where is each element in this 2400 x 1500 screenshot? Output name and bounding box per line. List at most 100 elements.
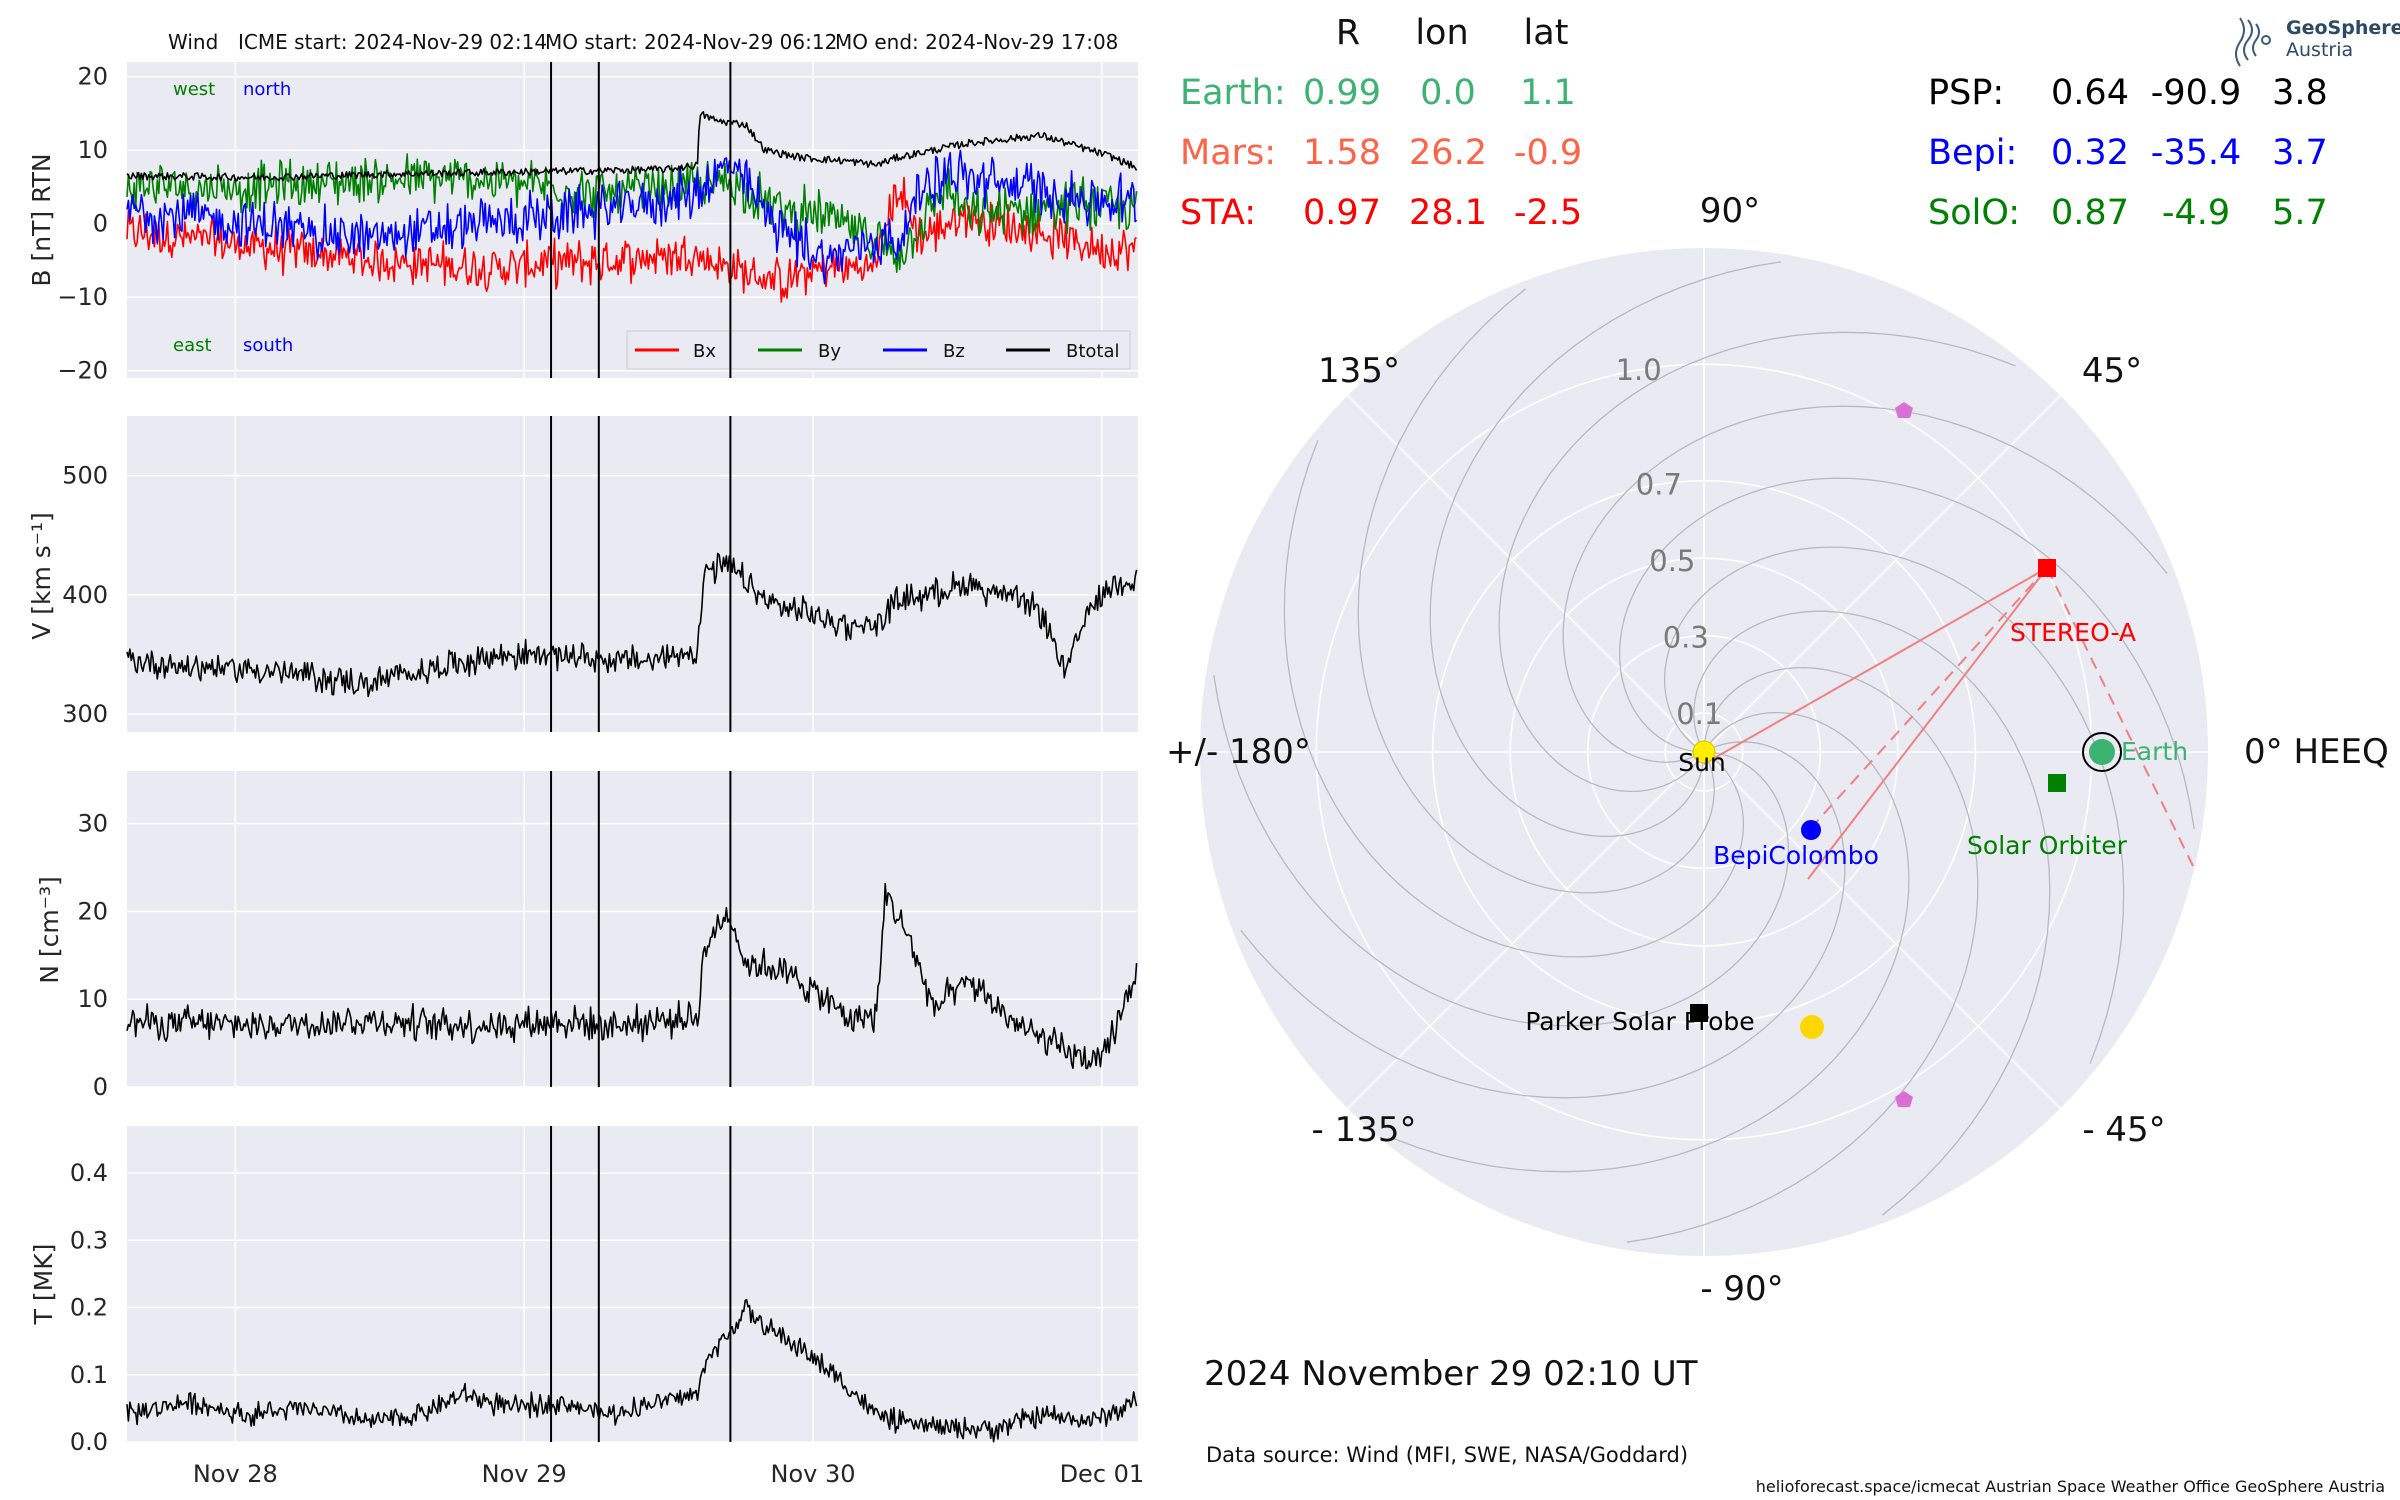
- parker-spiral-line: [1213, 674, 1790, 1027]
- sta-connection-lines: [1703, 567, 2194, 880]
- table-cell: 0.0: [1420, 73, 1476, 113]
- event-lines: [550, 62, 732, 1442]
- y-tick-label: 0: [93, 1073, 108, 1101]
- y-tick-label: 0.4: [70, 1159, 108, 1187]
- y-tick-label: 30: [77, 810, 108, 838]
- angular-gridline: [1347, 395, 1705, 753]
- angle-label-135: 135°: [1318, 351, 1400, 391]
- parker-spiral-line: [1562, 405, 2168, 763]
- table-cell: 0.32: [2051, 133, 2129, 173]
- table-cell: 3.8: [2272, 73, 2328, 113]
- panel-v-grid: [127, 416, 1138, 732]
- legend-bz-label: Bz: [943, 341, 965, 362]
- table-cell: 28.1: [1409, 193, 1487, 233]
- table-cell: 3.7: [2272, 133, 2328, 173]
- y-tick-label: −10: [57, 283, 108, 311]
- panel-temperature: 0.4 0.3 0.2 0.1 0.0 T [MK] Nov 28 Nov 29 Nov 3…: [29, 1126, 1144, 1488]
- panel-v-yticks: 500 400 300: [62, 462, 108, 728]
- craft-label-stereo-a: STEREO-A: [2010, 618, 2136, 647]
- y-tick-label: 500: [62, 462, 108, 490]
- sun-marker: [1692, 740, 1716, 764]
- panel-v-background: [127, 416, 1138, 732]
- x-tick-label: Nov 28: [193, 1460, 278, 1488]
- x-tick-label: Dec 01: [1060, 1460, 1145, 1488]
- logo-line2: Austria: [2286, 39, 2353, 61]
- header-instrument: Wind: [168, 30, 218, 54]
- legend-btotal-label: Btotal: [1066, 341, 1120, 362]
- parker-spiral-line: [1618, 477, 2195, 830]
- table-cell: Earth:: [1180, 73, 1286, 113]
- annotation-east: east: [173, 335, 212, 356]
- table-cell: 5.7: [2272, 193, 2328, 233]
- radial-tick-label: 0.7: [1636, 468, 1682, 502]
- logo-line1: GeoSphere: [2286, 17, 2400, 39]
- panel-t-grid: [127, 1126, 1138, 1443]
- y-tick-label: 0.3: [70, 1226, 108, 1254]
- table-cell: 0.64: [2051, 73, 2129, 113]
- craft-label-solar-orbiter: Solar Orbiter: [1967, 831, 2128, 860]
- table-cell: 0.97: [1303, 193, 1381, 233]
- y-tick-label: 400: [62, 581, 108, 609]
- table-cell: 0.99: [1303, 73, 1381, 113]
- y-tick-label: 0.0: [70, 1428, 108, 1456]
- table-cell: STA:: [1180, 193, 1256, 233]
- x-tick-label: Nov 29: [482, 1460, 567, 1488]
- angle-label-minus135: - 135°: [1312, 1110, 1417, 1150]
- radial-tick-label: 0.1: [1676, 697, 1722, 731]
- parker-spiral-line: [1357, 288, 1715, 894]
- parker-solar-probe-marker: [1690, 1004, 1708, 1022]
- panel-magnetic-field: 20 10 0 −10 −20 B [nT] RTN west north east s…: [27, 62, 1138, 385]
- header-icme-start: ICME start: 2024-Nov-29 02:14: [238, 30, 547, 54]
- y-tick-label: 0.2: [70, 1294, 108, 1322]
- craft-label-earth: Earth: [2121, 737, 2188, 766]
- bepicolombo-marker: [1801, 820, 1821, 840]
- table-right: PSP: 0.64 -90.9 3.8 Bepi: 0.32 -35.4 3.7 SolO: 0.…: [1928, 73, 2328, 233]
- series-btotal: [126, 111, 1138, 182]
- series-v: [126, 552, 1138, 698]
- parker-spiral-line: [1693, 610, 2051, 1216]
- panel-n-ylabel: N [cm⁻³]: [35, 876, 64, 983]
- table-cell: -35.4: [2151, 133, 2242, 173]
- y-tick-label: 10: [77, 136, 108, 164]
- angular-gridline: [1347, 751, 1705, 1109]
- panel-v-ylabel: V [km s⁻¹]: [27, 512, 56, 640]
- table-cell: -0.9: [1514, 133, 1582, 173]
- craft-label-bepicolombo: BepiColombo: [1713, 841, 1879, 870]
- earth-marker: [2089, 739, 2115, 765]
- table-cell: -4.9: [2162, 193, 2230, 233]
- panel-density: 30 20 10 0 N [cm⁻³]: [35, 771, 1138, 1101]
- series-t: [126, 1298, 1138, 1443]
- solar-orbiter-marker: [2048, 774, 2066, 792]
- radial-tick-label: 1.0: [1616, 353, 1662, 387]
- event-header: Wind ICME start: 2024-Nov-29 02:14 MO st…: [168, 30, 1118, 54]
- plot-date: 2024 November 29 02:10 UT: [1204, 1354, 1698, 1394]
- y-tick-label: 10: [77, 985, 108, 1013]
- polar-spirals: [1213, 261, 2195, 1243]
- parker-spiral-line: [1626, 666, 1979, 1243]
- parker-spiral-line: [1283, 439, 1745, 958]
- panel-n-yticks: 30 20 10 0: [77, 810, 108, 1101]
- panel-b-ylabel: B [nT] RTN: [27, 153, 56, 286]
- header-mo-end: MO end: 2024-Nov-29 17:08: [835, 30, 1118, 54]
- table-header-r: R: [1336, 13, 1360, 53]
- time-axis-ticks: Nov 28 Nov 29 Nov 30 Dec 01: [193, 1460, 1144, 1488]
- header-mo-start: MO start: 2024-Nov-29 06:12: [545, 30, 837, 54]
- angle-label-180: +/- 180°: [1166, 732, 1311, 772]
- parker-spiral-line: [1240, 741, 1846, 1099]
- table-header-lat: lat: [1524, 13, 1569, 53]
- table-header-lon: lon: [1415, 13, 1468, 53]
- panel-b-grid: [127, 62, 1138, 378]
- y-tick-label: 0: [93, 210, 108, 238]
- polar-radial-labels: 0.1 0.3 0.5 0.7 1.0: [1616, 353, 1723, 731]
- earth-ring: [2082, 732, 2122, 772]
- parker-spiral-line: [1498, 331, 2017, 793]
- radial-tick-label: 0.3: [1663, 620, 1709, 654]
- table-cell: -2.5: [1514, 193, 1582, 233]
- table-cell: 0.87: [2051, 193, 2129, 233]
- table-cell: 1.58: [1303, 133, 1381, 173]
- panel-b-yticks: 20 10 0 −10 −20: [57, 63, 108, 385]
- b-legend: Bx By Bz Btotal: [626, 330, 1131, 370]
- table-cell: 26.2: [1409, 133, 1487, 173]
